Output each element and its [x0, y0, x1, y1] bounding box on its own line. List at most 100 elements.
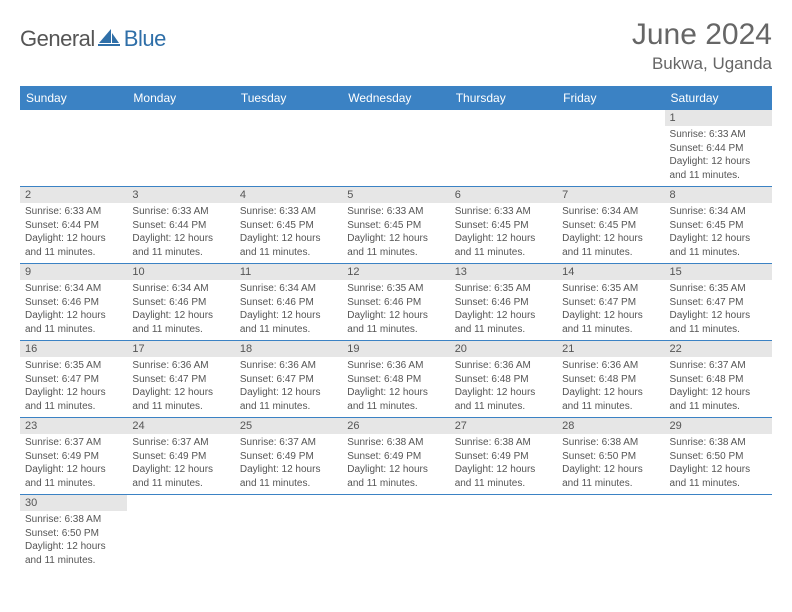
day-number: 22: [665, 341, 772, 357]
day-number: 17: [127, 341, 234, 357]
day-number: 21: [557, 341, 664, 357]
month-title: June 2024: [632, 18, 772, 52]
day-content: Sunrise: 6:38 AMSunset: 6:49 PMDaylight:…: [450, 434, 557, 494]
weekday-header: Friday: [557, 86, 664, 110]
logo-sail-icon: [98, 28, 120, 51]
calendar-cell-empty: .: [342, 110, 449, 187]
day-number: 3: [127, 187, 234, 203]
day-number: 26: [342, 418, 449, 434]
calendar-cell: 14Sunrise: 6:35 AMSunset: 6:47 PMDayligh…: [557, 264, 664, 341]
day-number: 23: [20, 418, 127, 434]
day-content: Sunrise: 6:38 AMSunset: 6:50 PMDaylight:…: [557, 434, 664, 494]
calendar-cell-empty: [557, 495, 664, 572]
calendar-cell: 25Sunrise: 6:37 AMSunset: 6:49 PMDayligh…: [235, 418, 342, 495]
calendar-cell: 22Sunrise: 6:37 AMSunset: 6:48 PMDayligh…: [665, 341, 772, 418]
calendar-cell: 12Sunrise: 6:35 AMSunset: 6:46 PMDayligh…: [342, 264, 449, 341]
day-number: 25: [235, 418, 342, 434]
calendar-cell: 27Sunrise: 6:38 AMSunset: 6:49 PMDayligh…: [450, 418, 557, 495]
calendar-cell: 5Sunrise: 6:33 AMSunset: 6:45 PMDaylight…: [342, 187, 449, 264]
calendar-cell-empty: .: [450, 110, 557, 187]
calendar-cell: 8Sunrise: 6:34 AMSunset: 6:45 PMDaylight…: [665, 187, 772, 264]
day-content: Sunrise: 6:33 AMSunset: 6:44 PMDaylight:…: [20, 203, 127, 263]
day-number: 14: [557, 264, 664, 280]
calendar-cell: 26Sunrise: 6:38 AMSunset: 6:49 PMDayligh…: [342, 418, 449, 495]
calendar-cell: 28Sunrise: 6:38 AMSunset: 6:50 PMDayligh…: [557, 418, 664, 495]
calendar-body: ......1Sunrise: 6:33 AMSunset: 6:44 PMDa…: [20, 110, 772, 571]
day-content: Sunrise: 6:37 AMSunset: 6:49 PMDaylight:…: [127, 434, 234, 494]
day-content: Sunrise: 6:36 AMSunset: 6:48 PMDaylight:…: [450, 357, 557, 417]
day-number: 15: [665, 264, 772, 280]
weekday-header: Tuesday: [235, 86, 342, 110]
calendar-cell: 18Sunrise: 6:36 AMSunset: 6:47 PMDayligh…: [235, 341, 342, 418]
day-content: Sunrise: 6:36 AMSunset: 6:47 PMDaylight:…: [127, 357, 234, 417]
calendar-row: 23Sunrise: 6:37 AMSunset: 6:49 PMDayligh…: [20, 418, 772, 495]
day-content: Sunrise: 6:37 AMSunset: 6:48 PMDaylight:…: [665, 357, 772, 417]
day-number: 28: [557, 418, 664, 434]
day-content: Sunrise: 6:35 AMSunset: 6:47 PMDaylight:…: [20, 357, 127, 417]
calendar-cell: 11Sunrise: 6:34 AMSunset: 6:46 PMDayligh…: [235, 264, 342, 341]
day-content: Sunrise: 6:38 AMSunset: 6:49 PMDaylight:…: [342, 434, 449, 494]
calendar-cell-empty: [450, 495, 557, 572]
weekday-header: Wednesday: [342, 86, 449, 110]
calendar-row: 2Sunrise: 6:33 AMSunset: 6:44 PMDaylight…: [20, 187, 772, 264]
calendar-cell: 21Sunrise: 6:36 AMSunset: 6:48 PMDayligh…: [557, 341, 664, 418]
calendar-cell: 23Sunrise: 6:37 AMSunset: 6:49 PMDayligh…: [20, 418, 127, 495]
header: General Blue June 2024 Bukwa, Uganda: [20, 18, 772, 74]
calendar-cell-empty: [665, 495, 772, 572]
calendar-cell: 2Sunrise: 6:33 AMSunset: 6:44 PMDaylight…: [20, 187, 127, 264]
day-content: Sunrise: 6:37 AMSunset: 6:49 PMDaylight:…: [20, 434, 127, 494]
calendar-cell: 15Sunrise: 6:35 AMSunset: 6:47 PMDayligh…: [665, 264, 772, 341]
day-content: Sunrise: 6:36 AMSunset: 6:48 PMDaylight:…: [342, 357, 449, 417]
day-content: Sunrise: 6:36 AMSunset: 6:47 PMDaylight:…: [235, 357, 342, 417]
day-content: Sunrise: 6:34 AMSunset: 6:46 PMDaylight:…: [127, 280, 234, 340]
calendar-cell: 6Sunrise: 6:33 AMSunset: 6:45 PMDaylight…: [450, 187, 557, 264]
day-number: 7: [557, 187, 664, 203]
day-number: 1: [665, 110, 772, 126]
day-number: 4: [235, 187, 342, 203]
day-content: Sunrise: 6:33 AMSunset: 6:45 PMDaylight:…: [235, 203, 342, 263]
calendar-cell-empty: .: [20, 110, 127, 187]
weekday-header: Monday: [127, 86, 234, 110]
calendar-cell-empty: .: [127, 110, 234, 187]
day-number: 11: [235, 264, 342, 280]
day-number: 5: [342, 187, 449, 203]
day-content: Sunrise: 6:38 AMSunset: 6:50 PMDaylight:…: [20, 511, 127, 571]
title-block: June 2024 Bukwa, Uganda: [632, 18, 772, 74]
day-number: 29: [665, 418, 772, 434]
calendar-cell-empty: .: [235, 110, 342, 187]
location: Bukwa, Uganda: [632, 54, 772, 74]
calendar-cell-empty: [342, 495, 449, 572]
day-number: 24: [127, 418, 234, 434]
day-content: Sunrise: 6:35 AMSunset: 6:47 PMDaylight:…: [557, 280, 664, 340]
calendar-cell: 17Sunrise: 6:36 AMSunset: 6:47 PMDayligh…: [127, 341, 234, 418]
day-number: 12: [342, 264, 449, 280]
logo-text-general: General: [20, 26, 95, 52]
day-number: 9: [20, 264, 127, 280]
calendar-cell: 9Sunrise: 6:34 AMSunset: 6:46 PMDaylight…: [20, 264, 127, 341]
calendar-cell-empty: .: [557, 110, 664, 187]
day-number: 6: [450, 187, 557, 203]
calendar-cell: 24Sunrise: 6:37 AMSunset: 6:49 PMDayligh…: [127, 418, 234, 495]
logo: General Blue: [20, 18, 166, 52]
day-content: Sunrise: 6:35 AMSunset: 6:47 PMDaylight:…: [665, 280, 772, 340]
day-number: 19: [342, 341, 449, 357]
calendar-cell: 10Sunrise: 6:34 AMSunset: 6:46 PMDayligh…: [127, 264, 234, 341]
calendar-row: 16Sunrise: 6:35 AMSunset: 6:47 PMDayligh…: [20, 341, 772, 418]
day-content: Sunrise: 6:35 AMSunset: 6:46 PMDaylight:…: [342, 280, 449, 340]
day-content: Sunrise: 6:34 AMSunset: 6:45 PMDaylight:…: [665, 203, 772, 263]
day-content: Sunrise: 6:38 AMSunset: 6:50 PMDaylight:…: [665, 434, 772, 494]
day-content: Sunrise: 6:33 AMSunset: 6:44 PMDaylight:…: [665, 126, 772, 186]
calendar-row: ......1Sunrise: 6:33 AMSunset: 6:44 PMDa…: [20, 110, 772, 187]
day-content: Sunrise: 6:33 AMSunset: 6:45 PMDaylight:…: [342, 203, 449, 263]
day-content: Sunrise: 6:33 AMSunset: 6:45 PMDaylight:…: [450, 203, 557, 263]
day-content: Sunrise: 6:36 AMSunset: 6:48 PMDaylight:…: [557, 357, 664, 417]
day-number: 2: [20, 187, 127, 203]
calendar-row: 30Sunrise: 6:38 AMSunset: 6:50 PMDayligh…: [20, 495, 772, 572]
calendar-cell: 3Sunrise: 6:33 AMSunset: 6:44 PMDaylight…: [127, 187, 234, 264]
calendar-row: 9Sunrise: 6:34 AMSunset: 6:46 PMDaylight…: [20, 264, 772, 341]
weekday-header: Sunday: [20, 86, 127, 110]
day-number: 27: [450, 418, 557, 434]
day-content: Sunrise: 6:33 AMSunset: 6:44 PMDaylight:…: [127, 203, 234, 263]
day-number: 13: [450, 264, 557, 280]
calendar-cell: 1Sunrise: 6:33 AMSunset: 6:44 PMDaylight…: [665, 110, 772, 187]
